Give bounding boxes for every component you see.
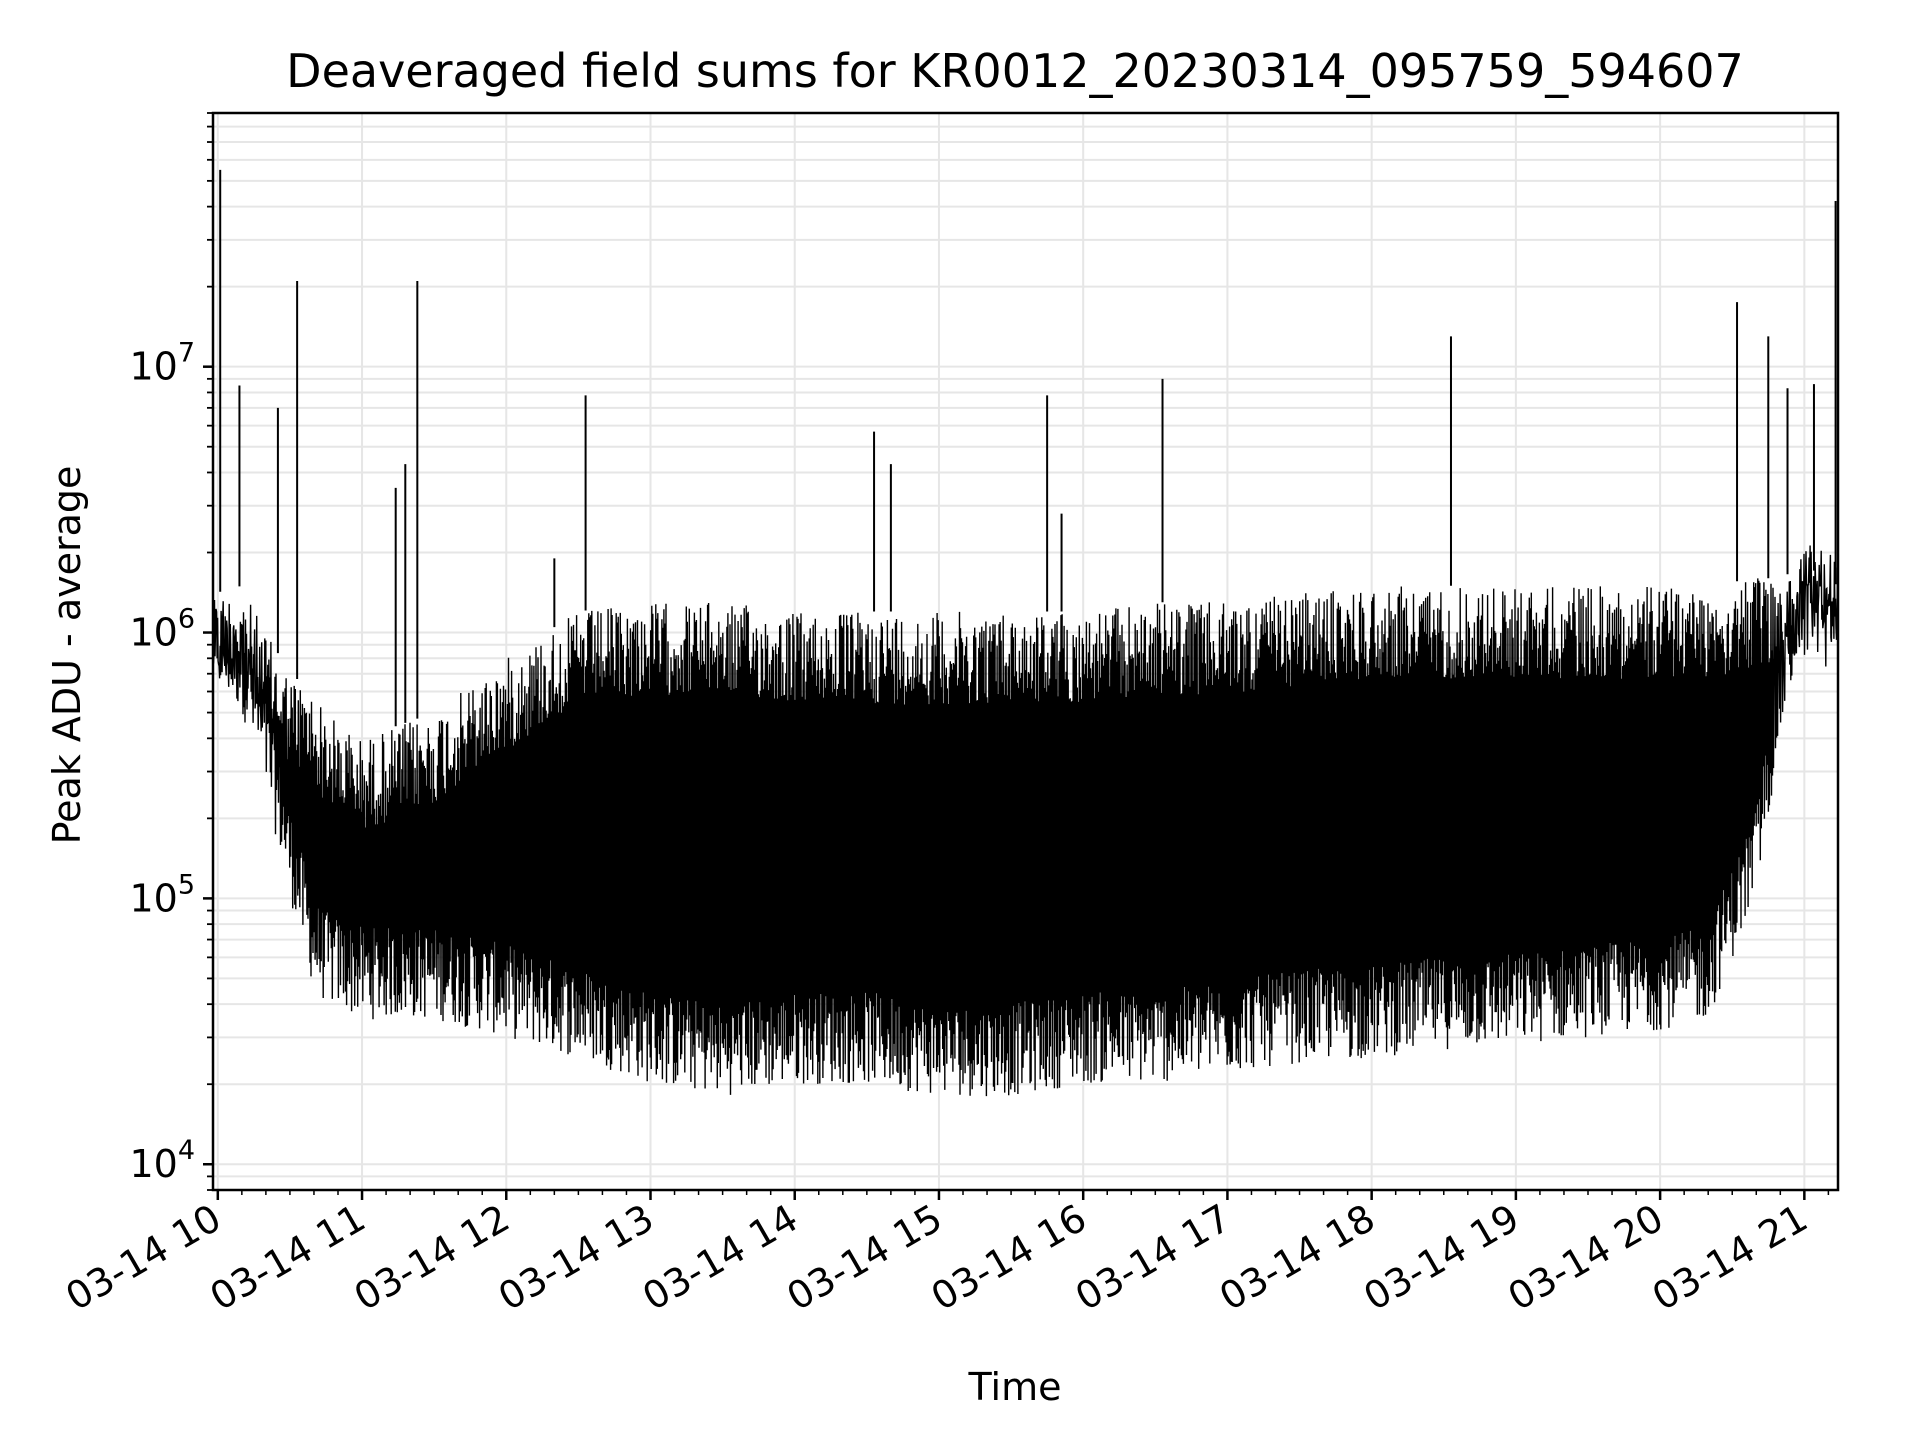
y-tick-label-exponent: 7 <box>178 338 195 369</box>
y-tick-label-base: 10 <box>129 345 177 389</box>
chart-title: Deaveraged field sums for KR0012_2023031… <box>286 44 1744 98</box>
y-tick-label: 104 <box>129 1135 195 1186</box>
y-tick-label-exponent: 5 <box>178 869 195 900</box>
y-tick-label-base: 10 <box>129 876 177 920</box>
y-tick-label: 106 <box>129 604 195 655</box>
y-tick-label-base: 10 <box>129 1142 177 1186</box>
series-trace <box>212 545 1839 1097</box>
y-tick-label-exponent: 4 <box>178 1135 195 1166</box>
plot-area-frame <box>211 111 1840 1192</box>
y-tick-label-exponent: 6 <box>178 604 195 635</box>
y-tick-label: 107 <box>129 338 195 389</box>
y-tick-label: 105 <box>129 869 195 920</box>
y-tick-label-base: 10 <box>129 611 177 655</box>
y-axis-label: Peak ADU - average <box>45 466 89 845</box>
x-axis-label: Time <box>968 1365 1062 1409</box>
series-line <box>212 169 1839 1097</box>
